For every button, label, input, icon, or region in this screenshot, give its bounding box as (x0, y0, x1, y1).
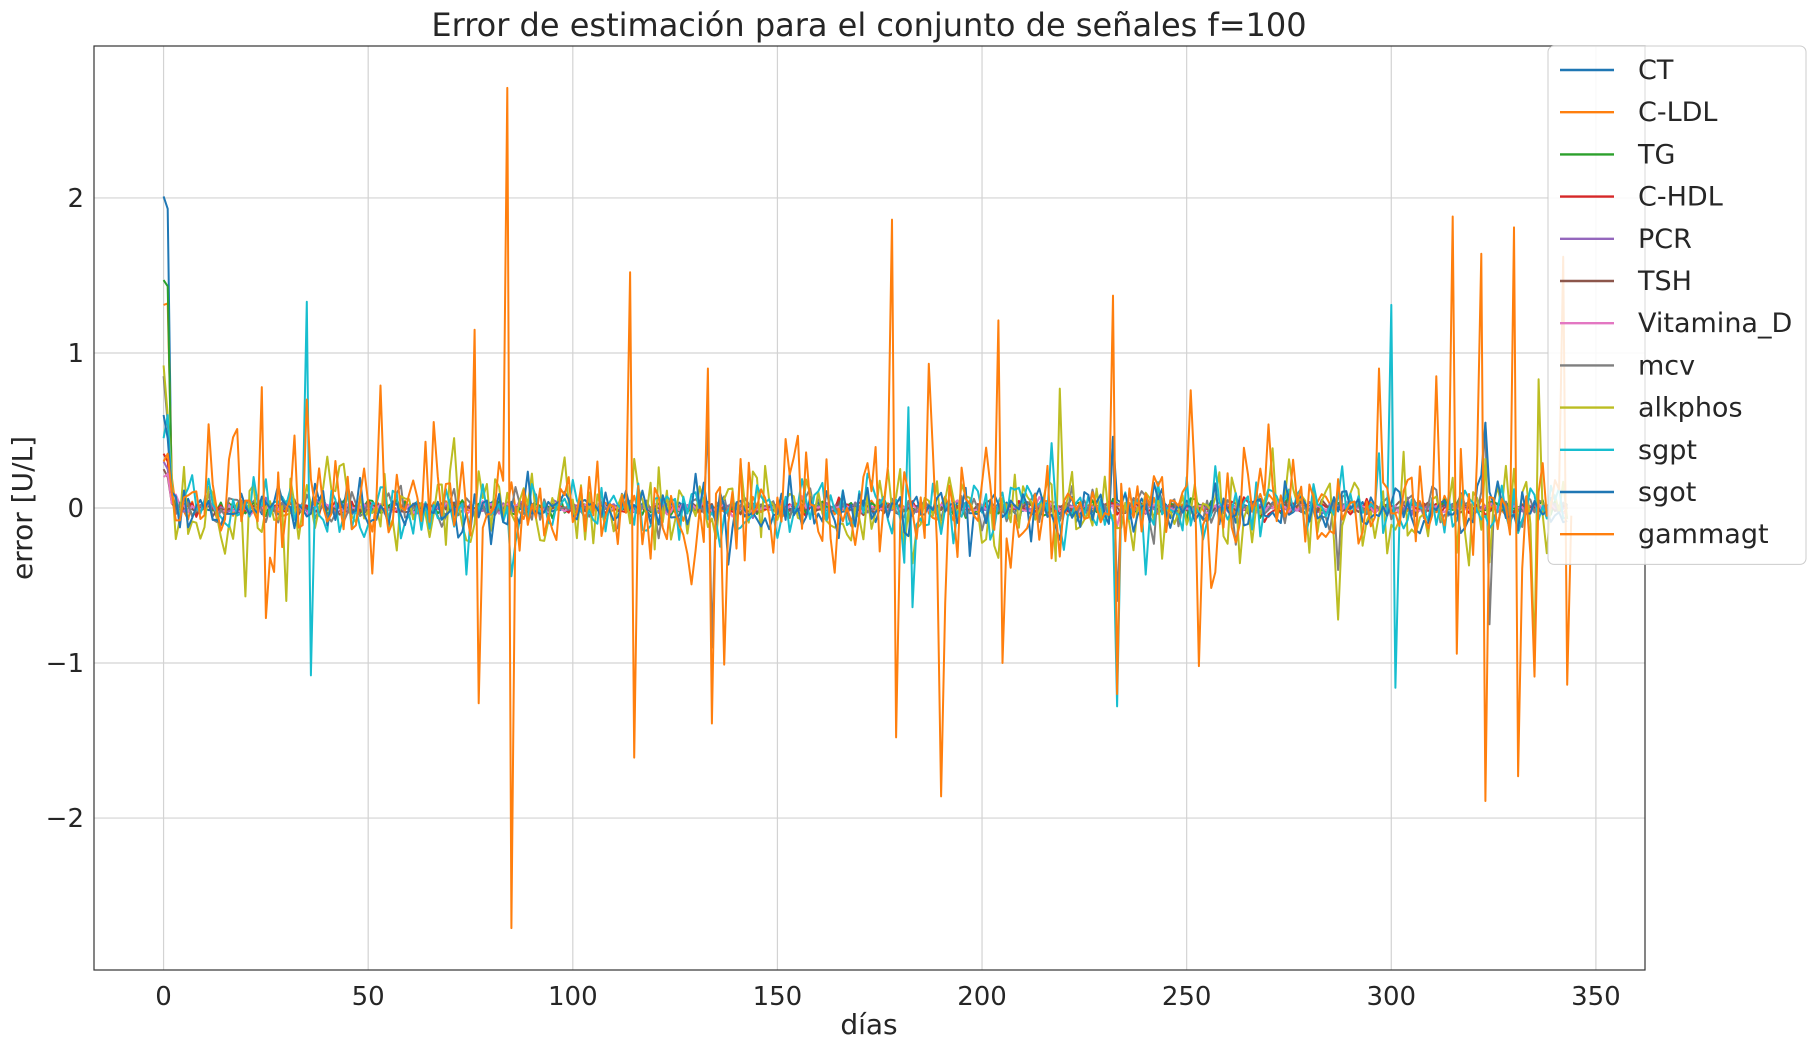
legend-label-sgot: sgot (1638, 477, 1696, 508)
y-tick-label: 0 (67, 494, 84, 524)
legend-label-alkphos: alkphos (1638, 393, 1743, 424)
x-axis: 0 50 100 150 200 250 300 350 (155, 982, 1620, 1012)
y-axis: −2 −1 0 1 2 (46, 184, 84, 834)
legend-label-sgpt: sgpt (1638, 435, 1697, 466)
y-tick-label: −1 (46, 649, 84, 679)
legend-label-vitamina-d: Vitamina_D (1638, 308, 1792, 339)
legend-label-pcr: PCR (1638, 224, 1692, 255)
legend-label-c-hdl: C-HDL (1638, 182, 1723, 213)
legend-box (1547, 45, 1807, 565)
x-tick-label: 50 (352, 982, 385, 1012)
x-axis-label: días (840, 1008, 897, 1041)
series-line-ct (162, 196, 1568, 524)
legend-label-tg: TG (1637, 139, 1675, 170)
legend-label-tsh: TSH (1637, 266, 1692, 297)
series-line-sgot (162, 414, 1568, 566)
series-line-gammagt (162, 86, 1573, 930)
x-tick-label: 0 (155, 982, 172, 1012)
x-tick-label: 300 (1366, 982, 1416, 1012)
y-tick-label: 2 (67, 184, 84, 214)
y-tick-label: 1 (67, 339, 84, 369)
chart-title: Error de estimación para el conjunto de … (431, 6, 1306, 44)
x-tick-label: 250 (1162, 982, 1212, 1012)
x-tick-label: 200 (957, 982, 1007, 1012)
y-axis-label: error [U/L] (6, 436, 39, 580)
legend-label-c-ldl: C-LDL (1638, 97, 1717, 128)
legend-label-gammagt: gammagt (1638, 519, 1769, 550)
plot-area (162, 86, 1573, 930)
y-tick-label: −2 (46, 804, 84, 834)
x-tick-label: 150 (753, 982, 803, 1012)
legend-label-mcv: mcv (1638, 350, 1695, 381)
legend-label-ct: CT (1638, 55, 1674, 86)
x-tick-label: 350 (1571, 982, 1621, 1012)
x-tick-label: 100 (548, 982, 598, 1012)
